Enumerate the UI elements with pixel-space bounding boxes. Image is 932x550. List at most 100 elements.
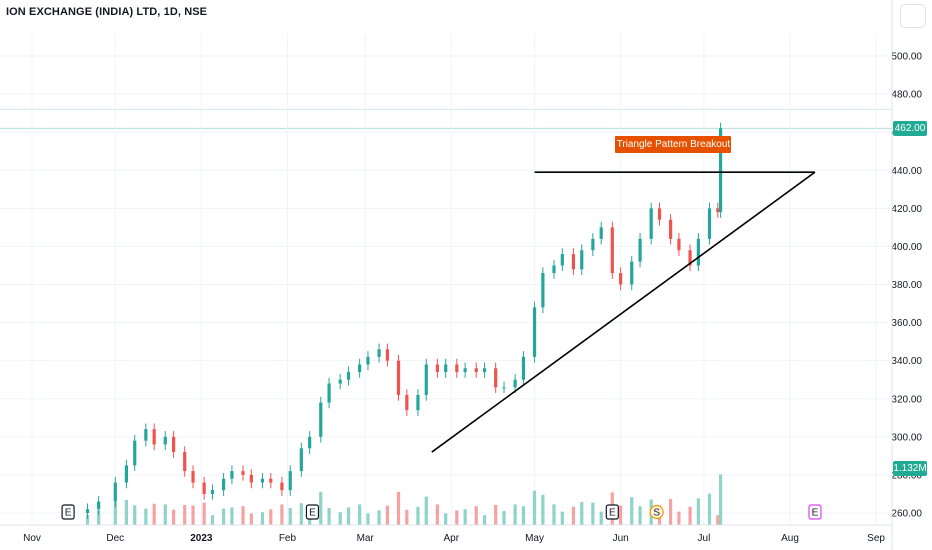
volume-bar — [571, 506, 576, 525]
candle-body — [619, 273, 623, 285]
candle-body — [366, 356, 370, 365]
candle-body — [113, 482, 117, 502]
volume-bar — [172, 509, 176, 525]
candle-body — [152, 429, 156, 445]
volume-bar — [513, 504, 517, 525]
candle-body — [172, 436, 176, 453]
price-tick-label: 480.00 — [891, 90, 922, 101]
event-marker-label: E — [65, 508, 72, 519]
chart-title: ION EXCHANGE (INDIA) LTD, 1D, NSE — [6, 6, 208, 18]
volume-bar — [144, 508, 148, 525]
candle-body — [124, 465, 129, 483]
volume-bar — [396, 491, 401, 525]
volume-bar — [591, 502, 595, 525]
candle-body — [707, 208, 712, 239]
volume-bar — [521, 506, 526, 525]
price-tick-label: 260.00 — [891, 509, 922, 520]
volume-bar — [482, 515, 487, 525]
time-tick-label: Nov — [23, 533, 41, 544]
candle-body — [591, 238, 595, 251]
volume-bar — [502, 511, 506, 525]
volume-bar — [191, 505, 195, 525]
volume-bar — [299, 503, 303, 525]
volume-bar — [113, 502, 117, 525]
candle-body — [571, 254, 576, 270]
volume-bar — [669, 499, 673, 525]
volume-bar — [677, 511, 681, 525]
candle-body — [230, 471, 234, 479]
support-trendline — [431, 171, 816, 453]
volume-label: 1.132M — [893, 461, 927, 476]
volume-bar — [346, 507, 351, 525]
trendlines — [431, 171, 816, 453]
volume-bar — [416, 506, 420, 525]
time-tick-label: Aug — [781, 533, 799, 544]
candle-body — [163, 436, 167, 445]
candle-body — [288, 471, 292, 491]
volume-bar — [202, 502, 206, 525]
candle-body — [210, 490, 215, 494]
volume-bar — [269, 509, 273, 525]
volume-bar — [532, 490, 537, 525]
volume-bar — [494, 505, 498, 525]
candle-body — [280, 482, 284, 491]
volume-bar — [377, 510, 381, 525]
candle-body — [221, 478, 226, 491]
volume-bar — [688, 506, 692, 525]
candle-body — [513, 379, 517, 388]
time-tick-label: Dec — [106, 533, 124, 544]
earnings-event-marker — [808, 504, 822, 520]
volume-bars — [85, 474, 723, 525]
volume-bar — [327, 508, 331, 525]
price-tick-label: 500.00 — [891, 52, 922, 63]
time-axis[interactable]: Nov Dec 2023 Feb Mar Apr May Jun Jul Aug Sep — [0, 524, 892, 544]
candle-body — [424, 364, 428, 395]
volume-bar — [338, 512, 342, 525]
volume-bar — [599, 511, 603, 525]
candle-body — [338, 379, 342, 384]
volume-bar — [424, 496, 428, 525]
chart-settings-button[interactable] — [900, 4, 926, 28]
volume-bar — [463, 509, 467, 525]
candle-body — [377, 349, 381, 357]
time-tick-label: Apr — [443, 533, 459, 544]
volume-bar — [366, 513, 370, 525]
volume-bar — [85, 515, 90, 525]
price-tick-label: 420.00 — [891, 204, 922, 215]
candle-body — [718, 128, 723, 213]
volume-bar — [221, 508, 226, 525]
candles — [85, 122, 723, 519]
candle-body — [416, 394, 420, 411]
candle-body — [521, 356, 526, 380]
candle-body — [716, 208, 720, 213]
candle-body — [299, 448, 303, 472]
time-tick-label: Feb — [279, 533, 297, 544]
price-tick-label: 380.00 — [891, 280, 922, 291]
volume-bar — [183, 505, 187, 525]
candle-body — [532, 307, 537, 357]
volume-bar — [638, 506, 642, 525]
volume-bar — [249, 513, 253, 525]
time-tick-label: May — [525, 533, 544, 544]
volume-bar — [230, 507, 234, 525]
candle-body — [580, 250, 584, 270]
price-tick-label: 440.00 — [891, 166, 922, 177]
event-marker-label: S — [653, 508, 660, 519]
volume-bar — [319, 491, 323, 525]
candle-body — [638, 238, 642, 262]
volume-bar — [241, 506, 245, 525]
candle-body — [396, 360, 401, 395]
triangle-breakout-annotation: Triangle Pattern Breakout — [615, 135, 732, 153]
volume-bar — [630, 497, 634, 525]
candle-body — [269, 478, 273, 483]
time-tick-label: Sep — [867, 533, 885, 544]
volume-bar — [580, 502, 584, 525]
candle-body — [249, 474, 253, 483]
event-marker-label: E — [812, 508, 819, 519]
volume-bar — [560, 511, 564, 525]
candle-body — [308, 436, 312, 449]
candle-body — [144, 429, 148, 441]
candle-body — [97, 501, 101, 510]
earnings-event-marker — [605, 504, 619, 520]
